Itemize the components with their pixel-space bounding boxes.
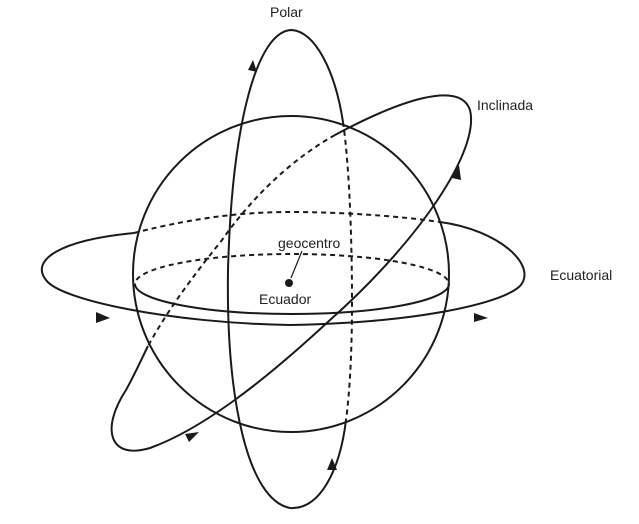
polar-orbit-back — [342, 121, 354, 421]
inclined-arrow-right — [452, 165, 461, 180]
label-inclined: Inclinada — [477, 97, 533, 113]
inclined-orbit-back — [147, 134, 336, 347]
geocenter-dot — [285, 279, 293, 287]
label-equator: Ecuador — [259, 291, 311, 307]
polar-arrow-top — [248, 60, 257, 72]
equatorial-orbit-back — [133, 210, 441, 234]
equatorial-arrow-right — [474, 313, 488, 322]
equatorial-orbit — [40, 221, 526, 327]
equatorial-arrow-front — [96, 312, 110, 323]
label-geocenter: geocentro — [278, 235, 340, 251]
label-equatorial: Ecuatorial — [550, 267, 612, 283]
inclined-arrow-left — [185, 432, 199, 442]
earth-sphere — [132, 115, 450, 433]
polar-orbit — [226, 28, 347, 510]
equator-front — [134, 284, 450, 315]
label-polar: Polar — [270, 4, 303, 20]
inclined-orbit — [110, 94, 473, 452]
geocenter-leader — [290, 250, 303, 279]
polar-arrow-bottom — [327, 458, 337, 470]
